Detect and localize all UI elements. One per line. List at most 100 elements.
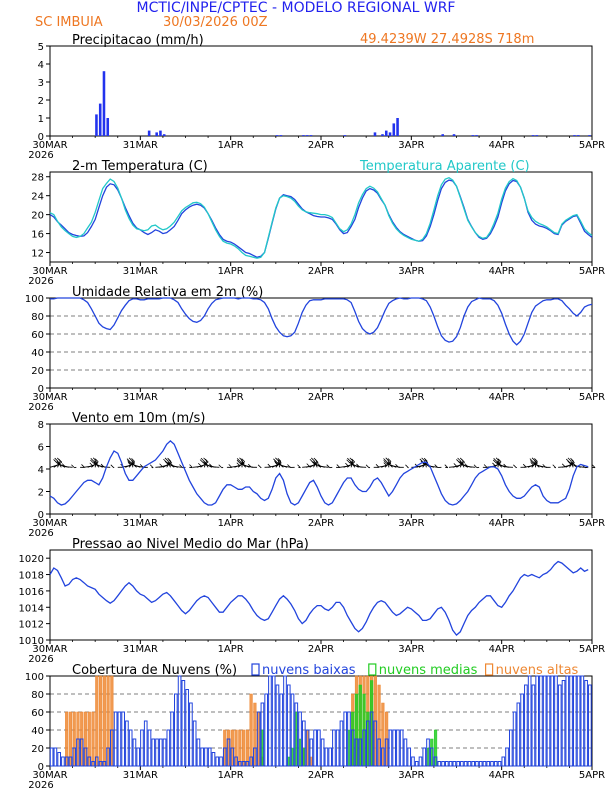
wind-xtick-label: 30MAR <box>32 518 67 529</box>
precip-bar <box>384 130 388 136</box>
cloud-bar <box>561 680 566 767</box>
precip-bar <box>279 135 283 136</box>
wind-barb-feather <box>459 457 464 462</box>
cloud-bar <box>192 720 197 767</box>
cloud-bar <box>151 738 156 767</box>
cloud-legend-swatch <box>485 663 494 676</box>
precip-ytick-label: 0 <box>38 132 44 143</box>
mslp-xtick-label: 1APR <box>218 644 244 655</box>
cloud-bar <box>140 729 144 767</box>
precip-xtick-label: 30MAR <box>32 140 67 151</box>
wind-barb-feather <box>566 458 570 463</box>
wind-ytick-label: 6 <box>38 443 44 454</box>
wind-barb-feather <box>346 459 350 464</box>
wind-barb-feather <box>94 458 99 463</box>
wind-barb-feather <box>513 464 517 469</box>
cloud-bar <box>76 738 80 767</box>
cloud-bar <box>290 693 295 767</box>
wind-barb-feather <box>170 463 174 467</box>
cloud-bar <box>83 747 88 767</box>
temp-series-line <box>49 176 593 259</box>
cloud-bar <box>475 761 479 767</box>
cloud-bar <box>572 675 577 767</box>
wind-barb-feather <box>164 457 169 462</box>
wind-barb-feather <box>387 462 391 466</box>
precip-bar <box>452 134 456 136</box>
cloud-bar <box>204 747 208 767</box>
precip-year-label: 2026 <box>28 150 53 161</box>
wind-barb-feather <box>277 457 282 462</box>
precip-ytick-label: 5 <box>38 42 44 53</box>
precip-bar <box>102 71 106 136</box>
rh-ytick-label: 40 <box>31 348 44 359</box>
mslp-panel: 1010 1012 1014 1016 1018 1020 30MAR 31MAR 1APR 2A… <box>19 537 606 665</box>
temp-ytick-label: 24 <box>31 192 44 203</box>
wind-barb-feather <box>273 458 277 463</box>
wind-barb-feather <box>236 458 241 462</box>
precip-bar <box>95 114 98 136</box>
mslp-xtick-label: 5APR <box>579 644 605 655</box>
wind-barb <box>173 465 182 468</box>
precip-bar <box>147 130 151 136</box>
wind-barb <box>212 466 220 468</box>
clouds-xtick-label: 3APR <box>398 770 424 781</box>
temp-ytick-label: 16 <box>31 230 44 241</box>
wind-barb-feather <box>257 464 262 469</box>
cloud-bar <box>113 711 118 767</box>
wind-barb <box>91 461 99 468</box>
cloud-bar <box>189 702 193 767</box>
wind-barb <box>493 461 502 468</box>
cloud-bar <box>132 738 137 767</box>
wind-barb-feather <box>495 457 500 462</box>
rh-ytick-label: 60 <box>31 330 44 341</box>
wind-barb-feather <box>200 457 205 462</box>
cloud-bar <box>347 711 351 767</box>
cloud-bar <box>365 720 370 767</box>
cloud-bar <box>369 711 374 767</box>
wind-barb-feather <box>278 462 283 467</box>
cloud-bar <box>343 711 348 767</box>
cloud-bar <box>61 756 65 767</box>
clouds-ytick-label: 60 <box>31 708 44 719</box>
wind-barb-feather <box>240 462 245 466</box>
cloud-bar <box>249 756 253 767</box>
wind-barb-feather <box>534 462 538 467</box>
wind-barb-feather <box>110 464 115 469</box>
wind-barb <box>565 462 575 468</box>
cloud-bar <box>407 747 412 767</box>
cloud-bar <box>226 738 231 767</box>
cloud-bar <box>377 738 381 767</box>
wind-barb-feather <box>534 458 538 462</box>
cloud-bar <box>286 684 291 767</box>
cloud-bar <box>79 738 84 767</box>
cloud-bar <box>535 675 540 767</box>
clouds-ytick-label: 80 <box>31 690 44 701</box>
wind-barb-feather <box>421 457 425 462</box>
wind-barb-feather <box>317 463 321 467</box>
precip-bar <box>106 118 110 136</box>
wind-barb-feather <box>326 464 330 468</box>
wind-barb-feather <box>287 464 291 468</box>
wind-barb-feather <box>542 464 547 468</box>
cloud-bar <box>381 747 385 767</box>
cloud-bar <box>98 675 103 767</box>
cloud-bar <box>102 761 107 767</box>
cloud-bar <box>429 747 434 767</box>
cloud-bar <box>505 747 509 767</box>
wind-barb-feather <box>126 458 131 462</box>
wind-xtick-label: 31MAR <box>123 518 158 529</box>
cloud-bar <box>565 675 570 767</box>
cloud-bar <box>350 729 355 767</box>
cloud-bar <box>177 675 182 767</box>
wind-barb-feather <box>419 458 424 463</box>
cloud-bar <box>283 675 287 767</box>
cloud-bar <box>301 720 306 767</box>
wind-ytick-label: 0 <box>38 510 44 521</box>
cloud-bar <box>373 720 378 767</box>
cloud-bar <box>91 761 95 767</box>
rh-xtick-label: 4APR <box>489 392 515 403</box>
precip-bar <box>98 103 102 136</box>
cloud-bar <box>200 747 205 767</box>
wind-barb-feather <box>423 457 428 462</box>
